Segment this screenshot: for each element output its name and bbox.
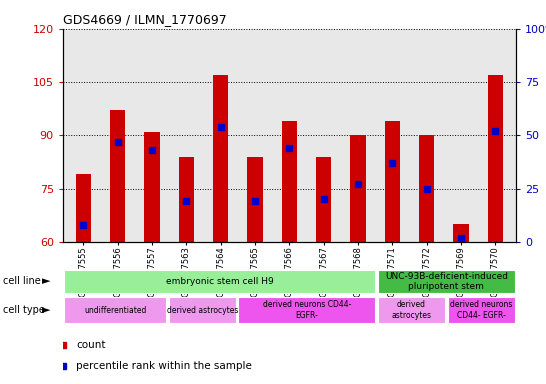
Bar (448, 297, 514, 323)
Bar (76, 174, 91, 242)
Text: derived neurons CD44-
EGFR-: derived neurons CD44- EGFR- (263, 300, 351, 320)
Bar (144, 132, 160, 242)
Text: percentile rank within the sample: percentile rank within the sample (76, 361, 252, 371)
Text: undifferentiated: undifferentiated (84, 306, 146, 314)
Text: embryonic stem cell H9: embryonic stem cell H9 (166, 277, 274, 286)
Bar (282, 121, 297, 242)
Bar (378, 297, 445, 323)
Text: UNC-93B-deficient-induced
pluripotent stem: UNC-93B-deficient-induced pluripotent st… (385, 271, 508, 291)
Text: derived neurons
CD44- EGFR-: derived neurons CD44- EGFR- (450, 300, 512, 320)
Bar (110, 111, 126, 242)
Bar (453, 224, 469, 242)
Bar (64, 270, 375, 293)
Bar (239, 297, 375, 323)
Text: ►: ► (42, 305, 51, 315)
Bar (419, 136, 435, 242)
Bar (64, 297, 166, 323)
Text: GDS4669 / ILMN_1770697: GDS4669 / ILMN_1770697 (63, 13, 227, 26)
Text: derived
astrocytes: derived astrocytes (391, 300, 431, 320)
Bar (169, 297, 236, 323)
Text: cell type: cell type (3, 305, 45, 315)
Bar (316, 157, 331, 242)
Bar (384, 121, 400, 242)
Text: ►: ► (42, 276, 51, 286)
Text: cell line: cell line (3, 276, 40, 286)
Bar (179, 157, 194, 242)
Bar (488, 75, 503, 242)
Text: count: count (76, 339, 106, 350)
Bar (247, 157, 263, 242)
Text: derived astrocytes: derived astrocytes (167, 306, 238, 314)
Bar (351, 136, 366, 242)
Bar (213, 75, 228, 242)
Bar (378, 270, 514, 293)
